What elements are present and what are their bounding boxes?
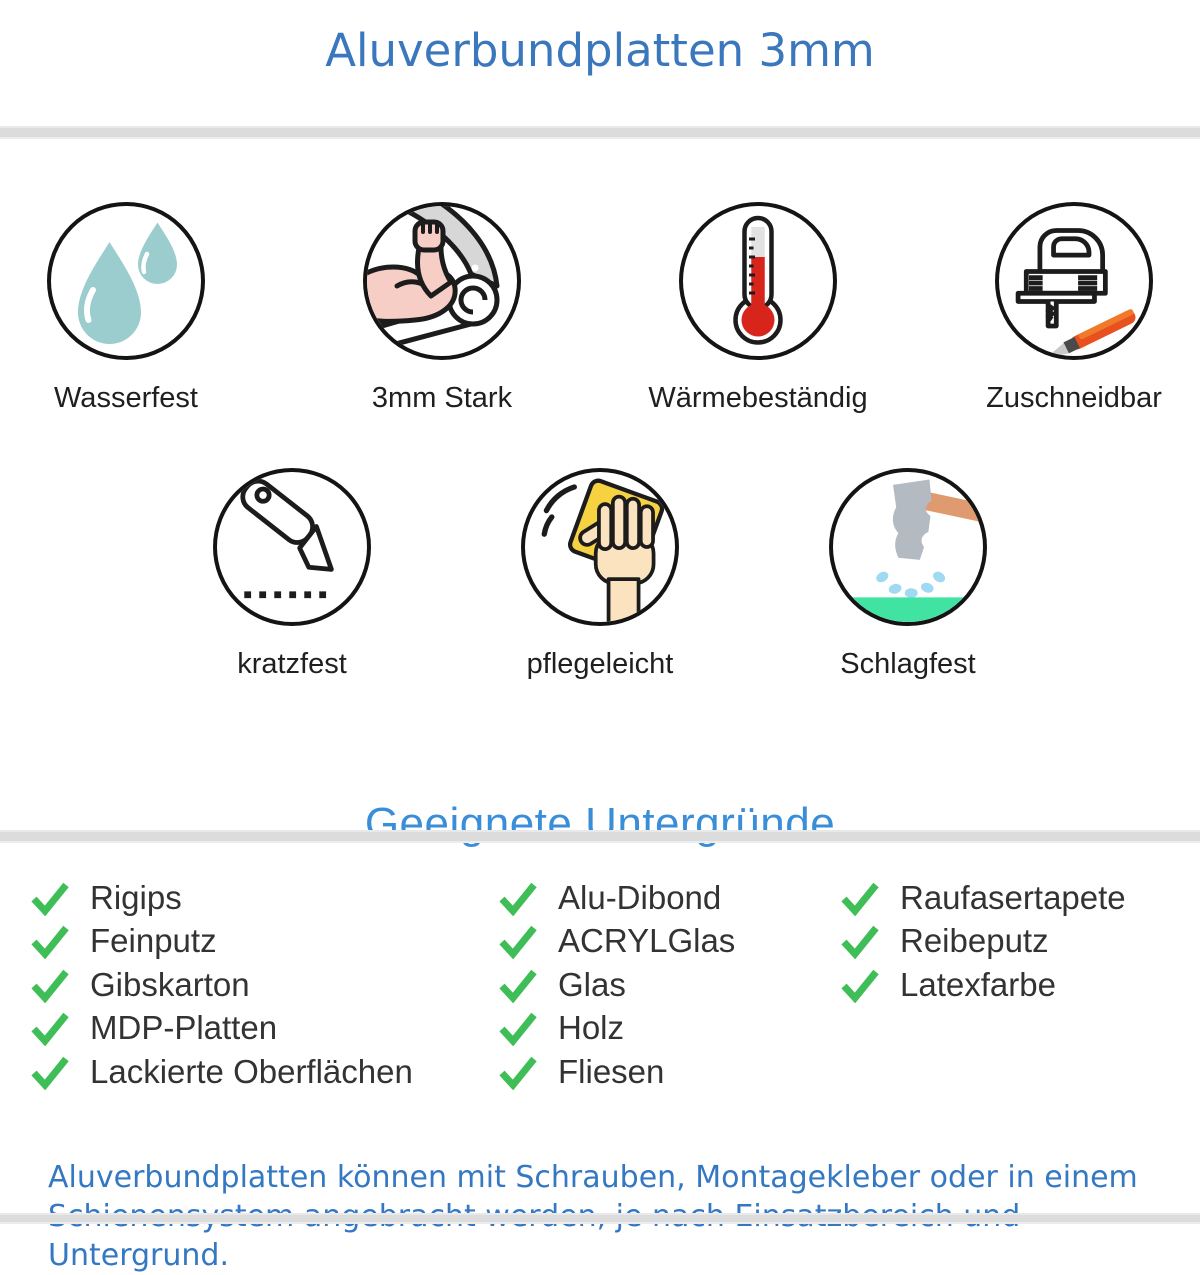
list-item: Rigips — [30, 876, 498, 920]
green-check-icon — [841, 926, 879, 960]
substrate-label: Glas — [558, 965, 626, 1003]
green-check-icon — [499, 926, 537, 960]
substrate-label: Raufasertapete — [900, 878, 1126, 916]
substrate-label: Rigips — [90, 878, 182, 916]
list-item: Raufasertapete — [840, 876, 1180, 920]
substrates-list: Rigips Feinputz Gibskarton MDP-Platten L… — [30, 876, 1180, 1094]
list-item: Lackierte Oberflächen — [30, 1050, 498, 1094]
feature-label: Wasserfest — [54, 382, 198, 414]
muscle-arm-icon — [363, 202, 521, 360]
green-check-icon — [31, 1056, 69, 1090]
green-check-icon — [499, 882, 537, 916]
feature-wasserfest: Wasserfest — [42, 202, 210, 415]
utility-knife-icon — [213, 468, 371, 626]
substrate-label: Feinputz — [90, 922, 217, 960]
list-item: MDP-Platten — [30, 1007, 498, 1051]
feature-label: kratzfest — [237, 648, 347, 680]
feature-kratzfest: kratzfest — [208, 468, 376, 681]
divider-bottom — [0, 1213, 1200, 1224]
substrate-label: Gibskarton — [90, 965, 250, 1003]
features-row-2: kratzfest pflegeleicht — [0, 468, 1200, 681]
list-item: Glas — [498, 963, 840, 1007]
list-item: Fliesen — [498, 1050, 840, 1094]
feature-label: Wärmebeständig — [648, 382, 868, 414]
substrate-label: Lackierte Oberflächen — [90, 1052, 413, 1090]
features-row-1: Wasserfest 3mm Stark — [0, 202, 1200, 415]
substrate-label: ACRYLGlas — [558, 922, 736, 960]
cleaning-hand-icon — [521, 468, 679, 626]
list-item: Reibeputz — [840, 920, 1180, 964]
feature-zuschneidbar: Zuschneidbar — [986, 202, 1162, 415]
hammer-icon — [829, 468, 987, 626]
feature-waermebestaendig: Wärmebeständig — [648, 202, 868, 415]
feature-label: Zuschneidbar — [986, 382, 1162, 414]
substrate-label: Alu-Dibond — [558, 878, 722, 916]
substrates-column-3: Raufasertapete Reibeputz Latexfarbe — [840, 876, 1180, 1007]
substrate-label: Fliesen — [558, 1052, 665, 1090]
feature-label: 3mm Stark — [371, 382, 513, 414]
feature-label: Schlagfest — [840, 648, 976, 680]
green-check-icon — [841, 969, 879, 1003]
list-item: Gibskarton — [30, 963, 498, 1007]
divider-middle — [0, 830, 1200, 843]
feature-pflegeleicht: pflegeleicht — [516, 468, 684, 681]
green-check-icon — [31, 882, 69, 916]
feature-label: pflegeleicht — [526, 648, 674, 680]
green-check-icon — [31, 969, 69, 1003]
green-check-icon — [499, 1056, 537, 1090]
divider-top — [0, 126, 1200, 139]
green-check-icon — [841, 882, 879, 916]
substrate-label: Latexfarbe — [900, 965, 1056, 1003]
substrates-column-2: Alu-Dibond ACRYLGlas Glas Holz Fliesen — [498, 876, 840, 1094]
substrate-label: Holz — [558, 1009, 625, 1047]
list-item: Alu-Dibond — [498, 876, 840, 920]
feature-3mm-stark: 3mm Stark — [358, 202, 526, 415]
jigsaw-icon — [995, 202, 1153, 360]
list-item: Holz — [498, 1007, 840, 1051]
list-item: Feinputz — [30, 920, 498, 964]
substrate-label: Reibeputz — [900, 922, 1049, 960]
list-item: Latexfarbe — [840, 963, 1180, 1007]
green-check-icon — [499, 1013, 537, 1047]
green-check-icon — [31, 1013, 69, 1047]
list-item: ACRYLGlas — [498, 920, 840, 964]
green-check-icon — [31, 926, 69, 960]
green-check-icon — [499, 969, 537, 1003]
water-drops-icon — [47, 202, 205, 360]
page-title: Aluverbundplatten 3mm — [325, 24, 875, 77]
thermometer-icon — [679, 202, 837, 360]
feature-schlagfest: Schlagfest — [824, 468, 992, 681]
substrate-label: MDP-Platten — [90, 1009, 278, 1047]
substrates-column-1: Rigips Feinputz Gibskarton MDP-Platten L… — [30, 876, 498, 1094]
